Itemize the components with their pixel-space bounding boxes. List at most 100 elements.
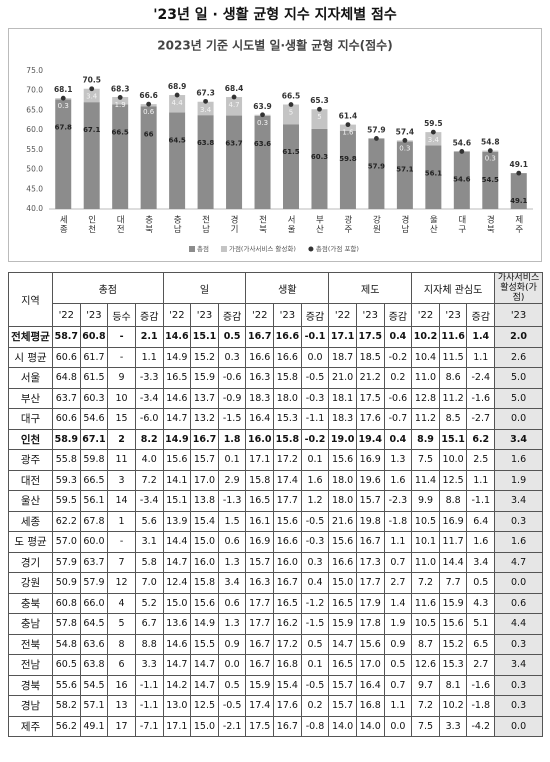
value-cell: 1.4 bbox=[383, 592, 413, 614]
bar-segment bbox=[339, 124, 356, 131]
value-cell: 17.5 bbox=[245, 715, 275, 737]
value-cell: 17.5 bbox=[355, 326, 385, 348]
bar-segment bbox=[254, 115, 271, 209]
value-cell: 16.8 bbox=[273, 654, 302, 676]
value-cell: 3.3 bbox=[134, 654, 164, 676]
value-cell: 15.6 bbox=[438, 613, 468, 635]
value-cell: 15.7 bbox=[190, 449, 219, 471]
column-header: '23 bbox=[190, 303, 219, 327]
value-cell: 57.8 bbox=[52, 613, 81, 635]
value-cell: 5.8 bbox=[134, 551, 164, 573]
value-cell: 15.1 bbox=[190, 326, 219, 348]
region-cell: 제주 bbox=[8, 715, 53, 737]
value-cell: 7 bbox=[107, 551, 136, 573]
value-label: 63.9 bbox=[253, 102, 272, 111]
value-cell: 16.6 bbox=[245, 346, 275, 368]
value-cell: 16.7 bbox=[245, 633, 275, 655]
value-cell: 17.7 bbox=[245, 592, 275, 614]
value-cell: 1.6 bbox=[494, 449, 544, 471]
column-header: '22 bbox=[52, 303, 81, 327]
value-cell: 14.6 bbox=[162, 326, 192, 348]
value-cell: -0.7 bbox=[383, 408, 413, 430]
value-cell: 14.1 bbox=[162, 469, 192, 491]
value-cell: 10.2 bbox=[438, 695, 468, 717]
value-cell: 1.3 bbox=[217, 551, 247, 573]
value-cell: 5 bbox=[107, 613, 136, 635]
y-tick-label: 55.0 bbox=[26, 145, 43, 154]
value-cell: 14.7 bbox=[190, 674, 219, 696]
value-cell: 10 bbox=[107, 387, 136, 409]
value-cell: 1.3 bbox=[217, 613, 247, 635]
table-row: 울산 59.5 56.1 14 -3.4 15.1 13.8 -1.3 16.5 17.7 1.2 1… bbox=[8, 490, 544, 512]
region-cell: 강원 bbox=[8, 572, 53, 594]
value-cell: 2.6 bbox=[494, 346, 544, 368]
value-cell: -2.7 bbox=[466, 408, 496, 430]
value-cell: 18.1 bbox=[328, 387, 357, 409]
value-cell: 57.1 bbox=[79, 695, 109, 717]
value-label: 5 bbox=[317, 113, 321, 121]
value-cell: 8.7 bbox=[411, 633, 440, 655]
value-cell: 66.5 bbox=[79, 469, 109, 491]
value-label: 4.7 bbox=[228, 101, 239, 109]
value-cell: -3.3 bbox=[134, 367, 164, 389]
value-cell: 17.4 bbox=[245, 695, 275, 717]
value-cell: 18.0 bbox=[273, 387, 302, 409]
bar-segment bbox=[283, 104, 299, 125]
y-tick-label: 65.0 bbox=[26, 105, 43, 114]
bar-segment bbox=[368, 138, 385, 209]
value-cell: 16.5 bbox=[162, 367, 192, 389]
value-cell: 12.5 bbox=[438, 469, 468, 491]
value-label: 0.3 bbox=[399, 144, 410, 152]
value-cell: -0.5 bbox=[300, 510, 330, 532]
value-cell: 11.7 bbox=[438, 531, 468, 553]
value-cell: 15.8 bbox=[273, 428, 302, 450]
value-cell: -2.1 bbox=[217, 715, 247, 737]
value-cell: 13.2 bbox=[190, 408, 219, 430]
table-row: 서울 64.8 61.5 9 -3.3 16.5 15.9 -0.6 16.3 15.8 -0.5 2… bbox=[8, 367, 544, 389]
value-cell: 10.5 bbox=[411, 613, 440, 635]
value-cell: 1.1 bbox=[134, 346, 164, 368]
value-cell: 3.4 bbox=[494, 490, 544, 512]
value-label: 54.6 bbox=[453, 138, 472, 147]
bar-segment bbox=[112, 104, 129, 209]
bar-segment bbox=[169, 112, 186, 209]
value-cell: 16.5 bbox=[328, 654, 357, 676]
chart: 2023년 기준 시도별 일·생활 균형 지수(점수) 40.0 45.0 50.0… bbox=[8, 28, 542, 262]
value-cell: 0.6 bbox=[217, 531, 247, 553]
value-cell: 21.6 bbox=[328, 510, 357, 532]
value-cell: 16.9 bbox=[438, 510, 468, 532]
value-cell: 14.4 bbox=[438, 551, 468, 573]
column-header: '23 bbox=[273, 303, 302, 327]
value-cell: 54.6 bbox=[79, 408, 109, 430]
table-row: 부산 63.7 60.3 10 -3.4 14.6 13.7 -0.9 18.3 18.0 -0.3… bbox=[8, 387, 544, 409]
value-cell: 13.8 bbox=[190, 490, 219, 512]
value-cell: 7.7 bbox=[438, 572, 468, 594]
column-header: '23 bbox=[79, 303, 109, 327]
group-header: 총점 bbox=[52, 272, 164, 304]
value-cell: 60.5 bbox=[52, 654, 81, 676]
value-cell: 3 bbox=[107, 469, 136, 491]
value-cell: 17.8 bbox=[355, 613, 385, 635]
value-cell: 63.8 bbox=[79, 654, 109, 676]
value-cell: 16.7 bbox=[245, 326, 275, 348]
legend-label: 가점(가사서비스 활성화) bbox=[229, 244, 296, 253]
value-cell: -1.5 bbox=[300, 613, 330, 635]
value-cell: 12.8 bbox=[411, 387, 440, 409]
value-cell: 1.6 bbox=[466, 531, 496, 553]
value-cell: 11.6 bbox=[411, 592, 440, 614]
value-cell: 1.6 bbox=[383, 469, 413, 491]
total-point bbox=[89, 86, 95, 92]
value-label: 66.5 bbox=[282, 92, 301, 101]
value-cell: 15.1 bbox=[438, 428, 468, 450]
value-cell: 11.2 bbox=[438, 387, 468, 409]
value-cell: 0.3 bbox=[494, 695, 544, 717]
value-cell: 15.6 bbox=[273, 510, 302, 532]
table-row: 인천 58.9 67.1 2 8.2 14.9 16.7 1.8 16.0 15.8 -0.2 19.… bbox=[8, 428, 544, 450]
value-cell: 8 bbox=[107, 633, 136, 655]
region-cell: 전북 bbox=[8, 633, 53, 655]
value-cell: 9.7 bbox=[411, 674, 440, 696]
table-row: 충북 60.8 66.0 4 5.2 15.0 15.6 0.6 17.7 16.5 -1.2 16.… bbox=[8, 592, 544, 614]
value-cell: 67.1 bbox=[79, 428, 109, 450]
bar-segment bbox=[311, 109, 328, 129]
